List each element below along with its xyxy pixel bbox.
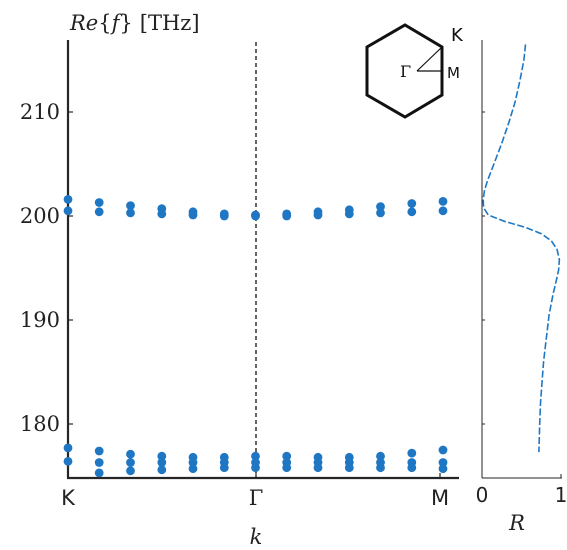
inset-m-label: M (447, 64, 460, 82)
band-point (282, 211, 292, 221)
band-point (63, 457, 73, 466)
band-point (438, 197, 448, 206)
band-point (94, 446, 104, 456)
reflectance-x-tick-label: 1 (555, 483, 567, 507)
brillouin-zone-inset: K Γ M (365, 23, 464, 119)
band-point (407, 207, 417, 217)
band-point (126, 201, 135, 211)
band-point (313, 210, 323, 220)
band-point (94, 468, 104, 478)
x-tick-label: Γ (249, 486, 264, 510)
y-tick-label: 200 (20, 204, 60, 228)
band-point (157, 465, 167, 475)
band-point (94, 207, 104, 217)
band-point (157, 451, 167, 461)
ylabel-close-brace: } (119, 11, 132, 35)
y-tick-label: 190 (20, 308, 60, 332)
band-point (438, 458, 448, 467)
band-point (157, 458, 167, 467)
band-point (126, 458, 135, 467)
y-tick-label: 180 (20, 412, 60, 436)
gamma-k-line (416, 46, 443, 72)
band-point (126, 466, 135, 476)
band-point (438, 464, 448, 474)
band-point (376, 463, 385, 473)
band-point (63, 195, 73, 204)
band-point (251, 211, 260, 221)
band-point (407, 199, 417, 208)
band-point (63, 443, 73, 453)
reflectance-x-label: R (508, 511, 525, 535)
ylabel-f: f (110, 11, 123, 35)
band-point (94, 198, 104, 207)
band-point (188, 210, 198, 220)
reflectance-line (482, 44, 561, 453)
data-points (63, 195, 448, 478)
band-point (282, 451, 292, 461)
band-point (376, 451, 385, 461)
band-point (219, 211, 229, 221)
band-point (407, 448, 417, 458)
band-point (126, 449, 135, 459)
band-point (313, 463, 323, 473)
band-point (126, 208, 135, 218)
band-point (219, 463, 229, 473)
x-tick-label: M (431, 486, 449, 510)
band-point (376, 208, 385, 218)
ylabel-open-brace: { (98, 11, 111, 35)
band-point (63, 206, 73, 216)
band-point (251, 451, 260, 461)
reflectance-curve (482, 44, 561, 453)
band-plot: 180 190 200 210 K Γ M (20, 40, 459, 510)
band-point (94, 458, 104, 467)
ylabel-unit: [THz] (140, 11, 200, 35)
y-ticks: 180 190 200 210 (20, 100, 73, 436)
band-point (282, 463, 292, 473)
reflectance-x-tick-label: 0 (476, 483, 489, 507)
inset-k-label: K (451, 25, 464, 46)
band-point (344, 209, 354, 219)
band-point (188, 458, 198, 467)
band-point (251, 463, 260, 473)
y-axis-label: Re{f} [THz] (69, 11, 200, 35)
band-point (376, 202, 385, 212)
ylabel-re: Re (69, 11, 98, 35)
x-axis-label: k (250, 525, 263, 549)
band-point (188, 464, 198, 474)
inset-gamma-label: Γ (400, 62, 411, 81)
x-tick-label: K (61, 486, 76, 510)
band-point (344, 463, 354, 473)
y-tick-label: 210 (20, 100, 60, 124)
band-point (157, 209, 167, 219)
band-point (438, 206, 448, 216)
hexagon-icon (365, 23, 444, 119)
band-point (438, 445, 448, 455)
band-point (407, 463, 417, 473)
